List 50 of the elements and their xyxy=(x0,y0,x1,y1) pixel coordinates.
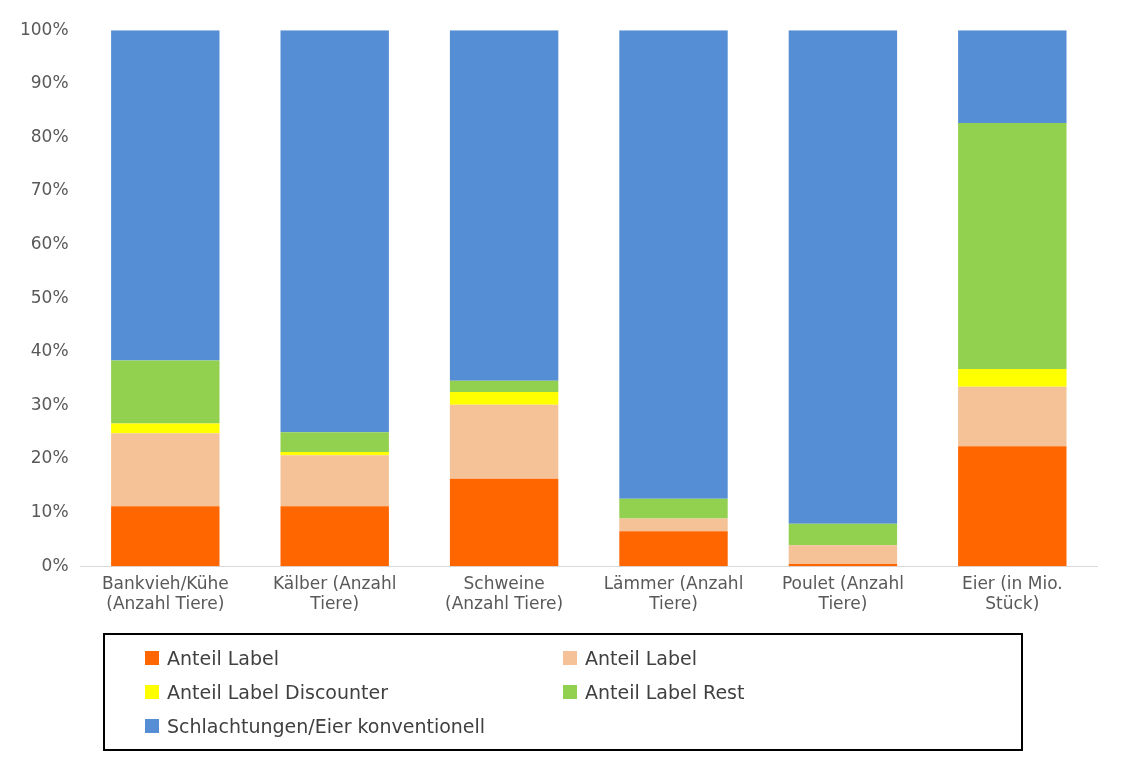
y-tick-label: 70% xyxy=(30,179,69,200)
y-tick-label: 20% xyxy=(30,447,69,468)
bar xyxy=(111,360,220,424)
x-tick-label: Lämmer (Anzahl Tiere) xyxy=(603,572,744,614)
y-tick-label: 40% xyxy=(30,340,69,361)
bar xyxy=(958,30,1067,123)
bar xyxy=(619,498,728,519)
legend-label: Anteil Label xyxy=(167,647,280,669)
bar xyxy=(280,455,389,507)
y-tick-label: 90% xyxy=(30,72,69,93)
bar xyxy=(788,564,898,567)
x-tick-label: Poulet (Anzahl Tiere) xyxy=(781,572,904,614)
bar xyxy=(449,478,559,567)
y-tick-label: 10% xyxy=(30,501,69,522)
y-tick-label: 30% xyxy=(30,393,69,414)
bar xyxy=(280,452,389,456)
bar xyxy=(111,30,220,361)
bar xyxy=(111,423,220,434)
y-tick-label: 50% xyxy=(30,286,69,307)
bar xyxy=(449,404,559,479)
bar xyxy=(788,30,898,524)
y-tick-label: 80% xyxy=(30,125,69,146)
legend-label: Anteil Label Discounter xyxy=(167,681,388,703)
y-tick-label: 100% xyxy=(19,18,69,39)
bar xyxy=(111,433,220,507)
legend-label: Anteil Label xyxy=(585,647,698,669)
bar xyxy=(958,446,1067,567)
bar xyxy=(958,368,1067,387)
bar xyxy=(958,386,1067,447)
bar xyxy=(449,30,559,381)
bar xyxy=(449,380,559,392)
x-tick-label: Schweine (Anzahl Tiere) xyxy=(445,572,564,614)
x-tick-label: Eier (in Mio. Stück) xyxy=(961,572,1063,614)
legend-label: Anteil Label Rest xyxy=(585,681,745,703)
bar xyxy=(619,531,728,567)
bar xyxy=(788,523,898,546)
bar xyxy=(280,506,389,567)
y-tick-label: 60% xyxy=(30,233,69,254)
legend-label: Schlachtungen/Eier konventionell xyxy=(167,715,486,737)
y-tick-label: 0% xyxy=(41,554,69,575)
bar xyxy=(619,518,728,532)
x-tick-label: Kälber (Anzahl Tiere) xyxy=(272,572,397,614)
bar xyxy=(280,432,389,453)
bar xyxy=(280,30,389,433)
bar xyxy=(619,30,728,499)
bar xyxy=(788,545,898,565)
bar xyxy=(958,122,1067,369)
bar xyxy=(111,506,220,567)
x-tick-label: Bankvieh/Kühe (Anzahl Tiere) xyxy=(101,572,229,614)
bar xyxy=(449,392,559,405)
